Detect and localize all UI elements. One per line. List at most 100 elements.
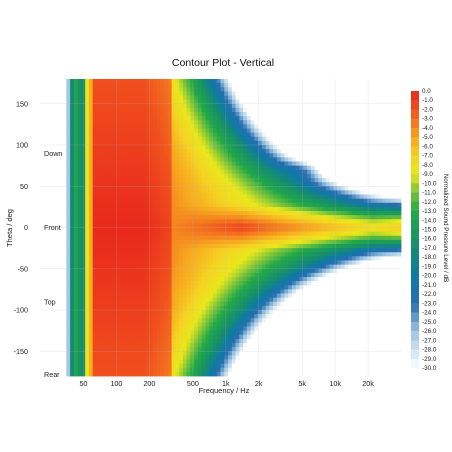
contour-cell [175, 103, 180, 109]
contour-cell [55, 277, 60, 282]
contour-cell [43, 268, 48, 274]
contour-cell [352, 190, 357, 195]
contour-cell [216, 211, 221, 216]
contour-cell [340, 272, 345, 278]
contour-cell [209, 206, 214, 212]
contour-cell [235, 248, 240, 253]
contour-cell [209, 79, 214, 84]
contour-cell [344, 120, 349, 125]
contour-cell [137, 186, 142, 191]
contour-cell [310, 190, 315, 195]
contour-cell [329, 149, 334, 154]
contour-cell [276, 194, 282, 200]
contour-cell [382, 128, 387, 134]
contour-cell [367, 128, 372, 134]
contour-cell [115, 239, 120, 245]
contour-cell [280, 227, 285, 233]
contour-cell [137, 211, 142, 216]
contour-cell [374, 190, 379, 195]
contour-cell [235, 289, 240, 294]
contour-cell [40, 293, 45, 299]
contour-cell [47, 149, 52, 154]
contour-cell [88, 99, 94, 105]
contour-cell [329, 95, 334, 101]
contour-cell [322, 107, 327, 113]
contour-cell [103, 120, 109, 125]
contour-cell [194, 165, 199, 171]
contour-cell [243, 120, 248, 125]
contour-cell [197, 219, 203, 224]
contour-cell [111, 120, 116, 125]
contour-cell [43, 219, 48, 224]
contour-cell [243, 182, 248, 187]
contour-cell [209, 165, 214, 171]
contour-cell [134, 235, 139, 241]
contour-cell [126, 83, 131, 88]
contour-cell [73, 178, 78, 183]
contour-cell [337, 149, 342, 154]
contour-cell [212, 161, 218, 167]
contour-cell [201, 277, 206, 282]
contour-cell [43, 206, 48, 212]
contour-cell [250, 244, 255, 249]
contour-cell [149, 289, 154, 294]
contour-cell [367, 190, 372, 195]
contour-cell [284, 182, 289, 187]
contour-cell [382, 235, 387, 241]
contour-cell [118, 136, 124, 142]
contour-cell [367, 169, 372, 175]
contour-cell [370, 186, 376, 191]
contour-cell [306, 124, 312, 129]
contour-cell [201, 272, 206, 278]
contour-cell [374, 186, 379, 191]
contour-cell [284, 244, 289, 249]
contour-cell [47, 239, 52, 245]
contour-cell [66, 289, 71, 294]
contour-cell [182, 223, 188, 228]
contour-cell [58, 211, 63, 216]
contour-cell [149, 173, 154, 179]
contour-cell [66, 173, 71, 179]
contour-cell [194, 272, 199, 278]
contour-cell [250, 260, 255, 266]
contour-cell [212, 272, 218, 278]
contour-cell [81, 124, 86, 129]
contour-cell [231, 264, 236, 270]
contour-cell [314, 103, 319, 109]
contour-cell [374, 244, 379, 249]
contour-cell [352, 161, 357, 167]
contour-cell [273, 169, 278, 175]
contour-cell [306, 277, 312, 282]
contour-cell [224, 285, 229, 290]
contour-cell [179, 256, 184, 261]
contour-cell [190, 202, 195, 208]
contour-cell [40, 128, 45, 134]
contour-cell [66, 211, 71, 216]
contour-cell [77, 198, 82, 204]
contour-cell [115, 215, 120, 220]
contour-cell [115, 124, 120, 129]
contour-cell [40, 153, 45, 158]
contour-cell [118, 87, 124, 92]
contour-cell [235, 95, 240, 101]
contour-cell [261, 153, 267, 158]
contour-cell [310, 145, 315, 150]
contour-cell [288, 248, 293, 253]
contour-cell [250, 132, 255, 138]
contour-cell [197, 190, 203, 195]
contour-cell [111, 211, 116, 216]
contour-cell [70, 161, 75, 167]
contour-cell [70, 272, 75, 278]
contour-cell [314, 87, 319, 92]
contour-cell [378, 223, 383, 228]
contour-cell [370, 169, 376, 175]
contour-cell [156, 186, 161, 191]
contour-cell [51, 264, 56, 270]
contour-cell [314, 277, 319, 282]
contour-cell [194, 157, 199, 162]
contour-cell [212, 256, 218, 261]
contour-cell [107, 219, 112, 224]
contour-cell [209, 285, 214, 290]
contour-cell [152, 215, 157, 220]
contour-cell [186, 178, 191, 183]
